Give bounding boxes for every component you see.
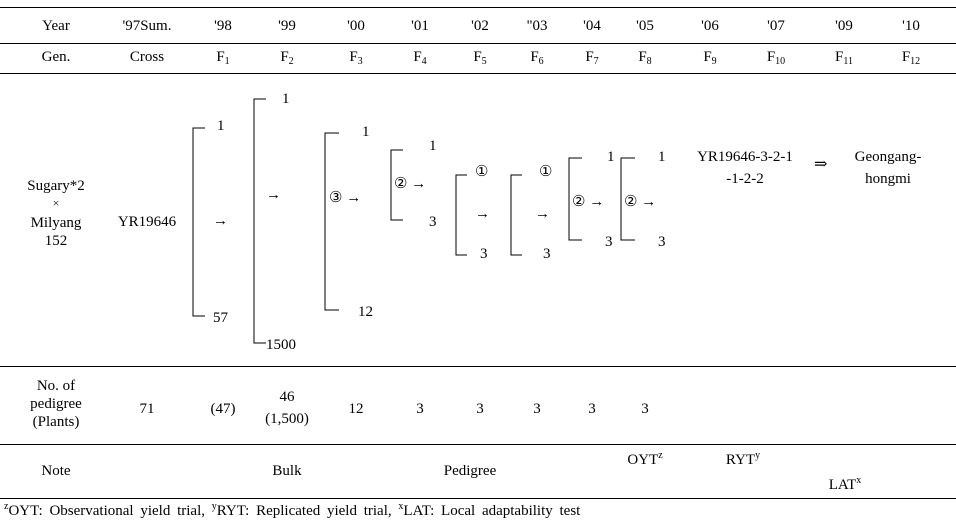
- gen-cell: F6: [530, 49, 544, 67]
- line-name: YR19646-3-2-1 -1-2-2: [697, 149, 793, 187]
- note-bottom-rule: [0, 498, 956, 499]
- cross-symbol: ×: [52, 196, 60, 210]
- gen-cell: F1: [216, 49, 230, 67]
- gen-cell: F11: [835, 49, 853, 67]
- pedigree-value: 3: [588, 401, 596, 417]
- bracket-f6: [510, 174, 522, 256]
- gen-cell: F10: [766, 49, 786, 67]
- parent-2: Milyang: [30, 215, 82, 231]
- year-cell: '00: [347, 18, 365, 34]
- year-cell: '06: [701, 18, 719, 34]
- year-cell: '04: [583, 18, 601, 34]
- gen-cell: F12: [901, 49, 921, 67]
- f2-bottom: 1500: [266, 337, 296, 353]
- f5-selection: ①: [475, 164, 489, 180]
- top-rule: [0, 7, 956, 8]
- note-pedigree: Pedigree: [443, 463, 497, 479]
- bracket-f4: [390, 149, 403, 221]
- bracket-f7: [568, 157, 582, 241]
- note-ryt: RYTy: [725, 450, 761, 469]
- f6-bottom: 3: [543, 246, 551, 262]
- year-cell: '10: [902, 18, 920, 34]
- note-bulk: Bulk: [272, 463, 302, 479]
- pedigree-value: 3: [641, 401, 649, 417]
- year-cell: '99: [278, 18, 296, 34]
- bracket-f2: [253, 98, 266, 344]
- year-cell: '01: [411, 18, 429, 34]
- final-arrow: ⇒: [814, 156, 828, 173]
- f3-top: 1: [362, 124, 370, 140]
- year-cell: '97Sum.: [122, 18, 172, 34]
- note-lat: LATx: [828, 475, 862, 494]
- f7-top: 1: [607, 149, 615, 165]
- parents-block: Sugary*2 × Milyang 152: [27, 177, 85, 250]
- f1-bottom: 57: [213, 310, 228, 326]
- footnote: zOYT: Observational yield trial, yRYT: R…: [4, 501, 581, 520]
- bracket-f1: [192, 127, 205, 317]
- f3-bottom: 12: [358, 304, 373, 320]
- cross-name: YR19646: [117, 214, 177, 230]
- diagram-bottom-rule: [0, 366, 956, 367]
- f6-arrow: →: [535, 206, 550, 222]
- pedigree-value: 71: [139, 401, 155, 417]
- pedigree-value: 3: [416, 401, 424, 417]
- parent-2-suffix: 152: [44, 233, 68, 249]
- gen-cell: F9: [703, 49, 717, 67]
- parent-1: Sugary*2: [27, 178, 85, 194]
- year-cell: '05: [636, 18, 654, 34]
- f4-bottom: 3: [429, 214, 437, 230]
- gen-cell: F5: [473, 49, 487, 67]
- f5-bottom: 3: [480, 246, 488, 262]
- year-cell: '98: [214, 18, 232, 34]
- gen-cell: F7: [585, 49, 599, 67]
- year-cell: '07: [767, 18, 785, 34]
- f7-bottom: 3: [605, 234, 613, 250]
- year-cell: '02: [471, 18, 489, 34]
- f2-arrow: →: [266, 187, 281, 203]
- pedigree-bottom-rule: [0, 444, 956, 445]
- pedigree-value: 12: [348, 401, 364, 417]
- variety-name: Geongang- hongmi: [854, 149, 922, 187]
- pedigree-value: (47): [210, 401, 236, 417]
- f3-selection: ③ →: [329, 190, 362, 206]
- f5-arrow: →: [475, 206, 490, 222]
- pedigree-value: 3: [533, 401, 541, 417]
- bracket-f5: [455, 174, 467, 256]
- gen-cell: Cross: [129, 49, 165, 65]
- note-label: Note: [41, 463, 71, 479]
- f4-selection: ② →: [394, 176, 427, 192]
- pedigree-value: 3: [476, 401, 484, 417]
- bracket-f8: [620, 157, 635, 241]
- f8-selection: ② →: [624, 194, 657, 210]
- f7-selection: ② →: [572, 194, 605, 210]
- year-cell: '09: [835, 18, 853, 34]
- gen-label: Gen.: [41, 49, 71, 65]
- gen-cell: F2: [280, 49, 294, 67]
- pedigree-value: 46 (1,500): [265, 389, 309, 427]
- gen-cell: F8: [638, 49, 652, 67]
- f2-top: 1: [282, 91, 290, 107]
- f8-top: 1: [658, 149, 666, 165]
- year-cell: "03: [526, 18, 548, 34]
- note-oyt: OYTz: [627, 450, 663, 469]
- bracket-f3: [324, 132, 339, 311]
- header-rule: [0, 43, 956, 44]
- f1-top: 1: [217, 118, 225, 134]
- f6-selection: ①: [539, 164, 553, 180]
- header-bottom-rule: [0, 73, 956, 74]
- year-label: Year: [42, 18, 70, 34]
- f4-top: 1: [429, 138, 437, 154]
- gen-cell: F3: [349, 49, 363, 67]
- f8-bottom: 3: [658, 234, 666, 250]
- pedigree-label: No. of pedigree (Plants): [30, 378, 82, 430]
- gen-cell: F4: [413, 49, 427, 67]
- f1-arrow: →: [213, 213, 228, 229]
